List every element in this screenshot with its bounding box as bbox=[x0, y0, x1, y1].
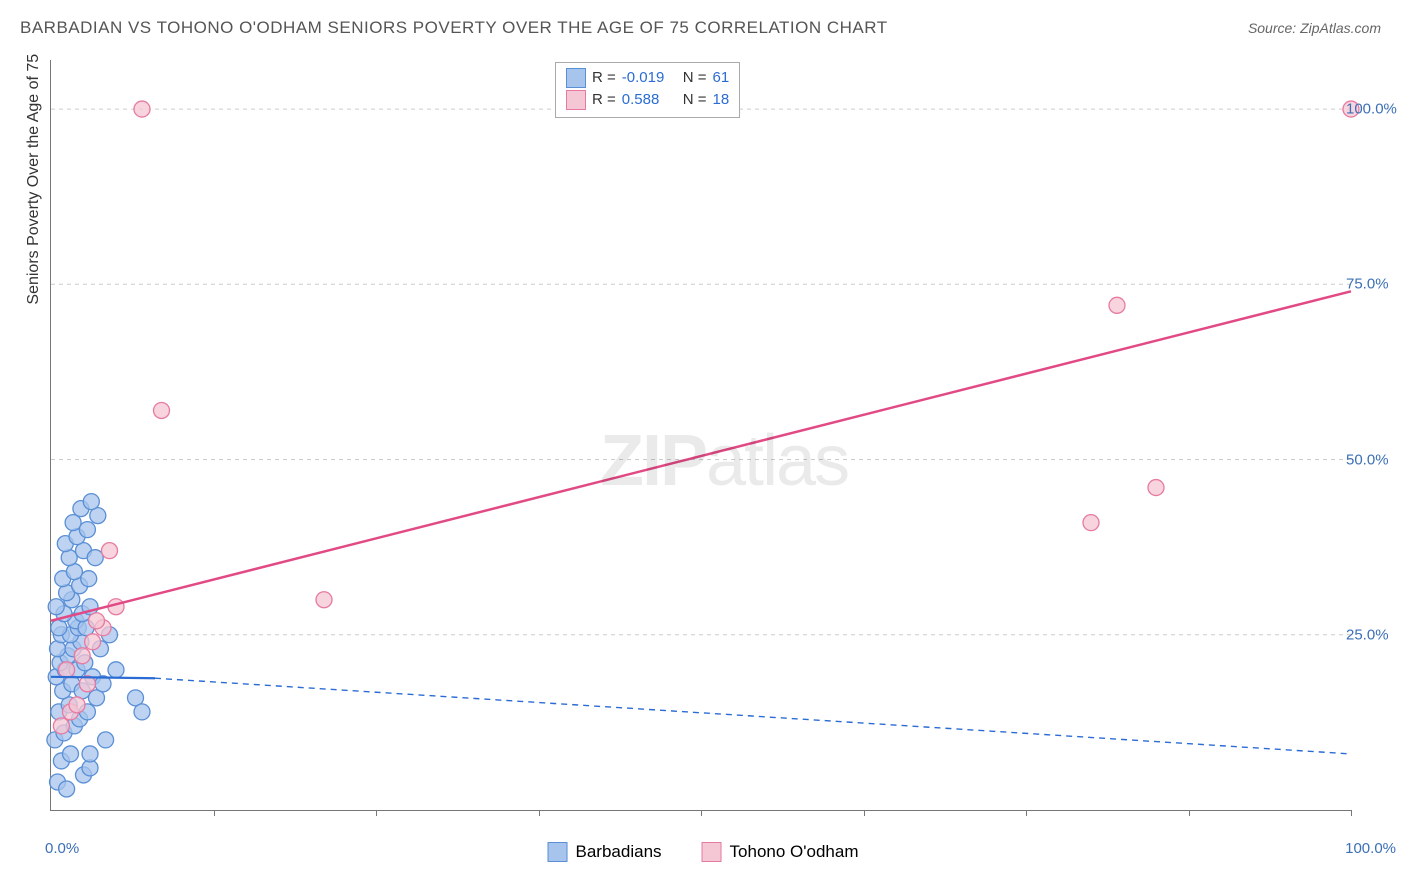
legend-r-value: -0.019 bbox=[622, 67, 677, 89]
source-label: Source: ZipAtlas.com bbox=[1248, 20, 1381, 36]
legend-n-label: N = bbox=[683, 67, 707, 89]
x-tick bbox=[214, 810, 215, 816]
legend-r-value: 0.588 bbox=[622, 89, 677, 111]
x-tick bbox=[1351, 810, 1352, 816]
legend-r-label: R = bbox=[592, 89, 616, 111]
x-tick bbox=[1189, 810, 1190, 816]
legend-n-label: N = bbox=[683, 89, 707, 111]
x-tick bbox=[539, 810, 540, 816]
series-legend-item: Barbadians bbox=[548, 842, 662, 862]
plot-svg bbox=[51, 60, 1351, 810]
y-tick-label: 25.0% bbox=[1346, 626, 1406, 643]
stats-legend: R = -0.019 N = 61 R = 0.588 N = 18 bbox=[555, 62, 740, 118]
x-tick bbox=[864, 810, 865, 816]
legend-n-value: 18 bbox=[713, 89, 730, 111]
x-max-label: 100.0% bbox=[1345, 840, 1396, 857]
x-tick bbox=[701, 810, 702, 816]
legend-swatch bbox=[566, 68, 586, 88]
y-tick-label: 100.0% bbox=[1346, 101, 1406, 118]
y-tick-label: 50.0% bbox=[1346, 451, 1406, 468]
legend-swatch bbox=[548, 842, 568, 862]
x-tick bbox=[1026, 810, 1027, 816]
x-tick bbox=[376, 810, 377, 816]
legend-row: R = -0.019 N = 61 bbox=[566, 67, 729, 89]
series-legend-item: Tohono O'odham bbox=[702, 842, 859, 862]
legend-row: R = 0.588 N = 18 bbox=[566, 89, 729, 111]
chart-title: BARBADIAN VS TOHONO O'ODHAM SENIORS POVE… bbox=[20, 18, 888, 38]
x-origin-label: 0.0% bbox=[45, 840, 79, 857]
legend-swatch bbox=[702, 842, 722, 862]
legend-n-value: 61 bbox=[713, 67, 730, 89]
series-legend: Barbadians Tohono O'odham bbox=[548, 842, 859, 862]
y-axis-title: Seniors Poverty Over the Age of 75 bbox=[25, 54, 43, 305]
series-label: Barbadians bbox=[576, 842, 662, 862]
y-tick-label: 75.0% bbox=[1346, 276, 1406, 293]
legend-r-label: R = bbox=[592, 67, 616, 89]
series-label: Tohono O'odham bbox=[730, 842, 859, 862]
legend-swatch bbox=[566, 90, 586, 110]
plot-area: 25.0%50.0%75.0%100.0% bbox=[50, 60, 1351, 811]
